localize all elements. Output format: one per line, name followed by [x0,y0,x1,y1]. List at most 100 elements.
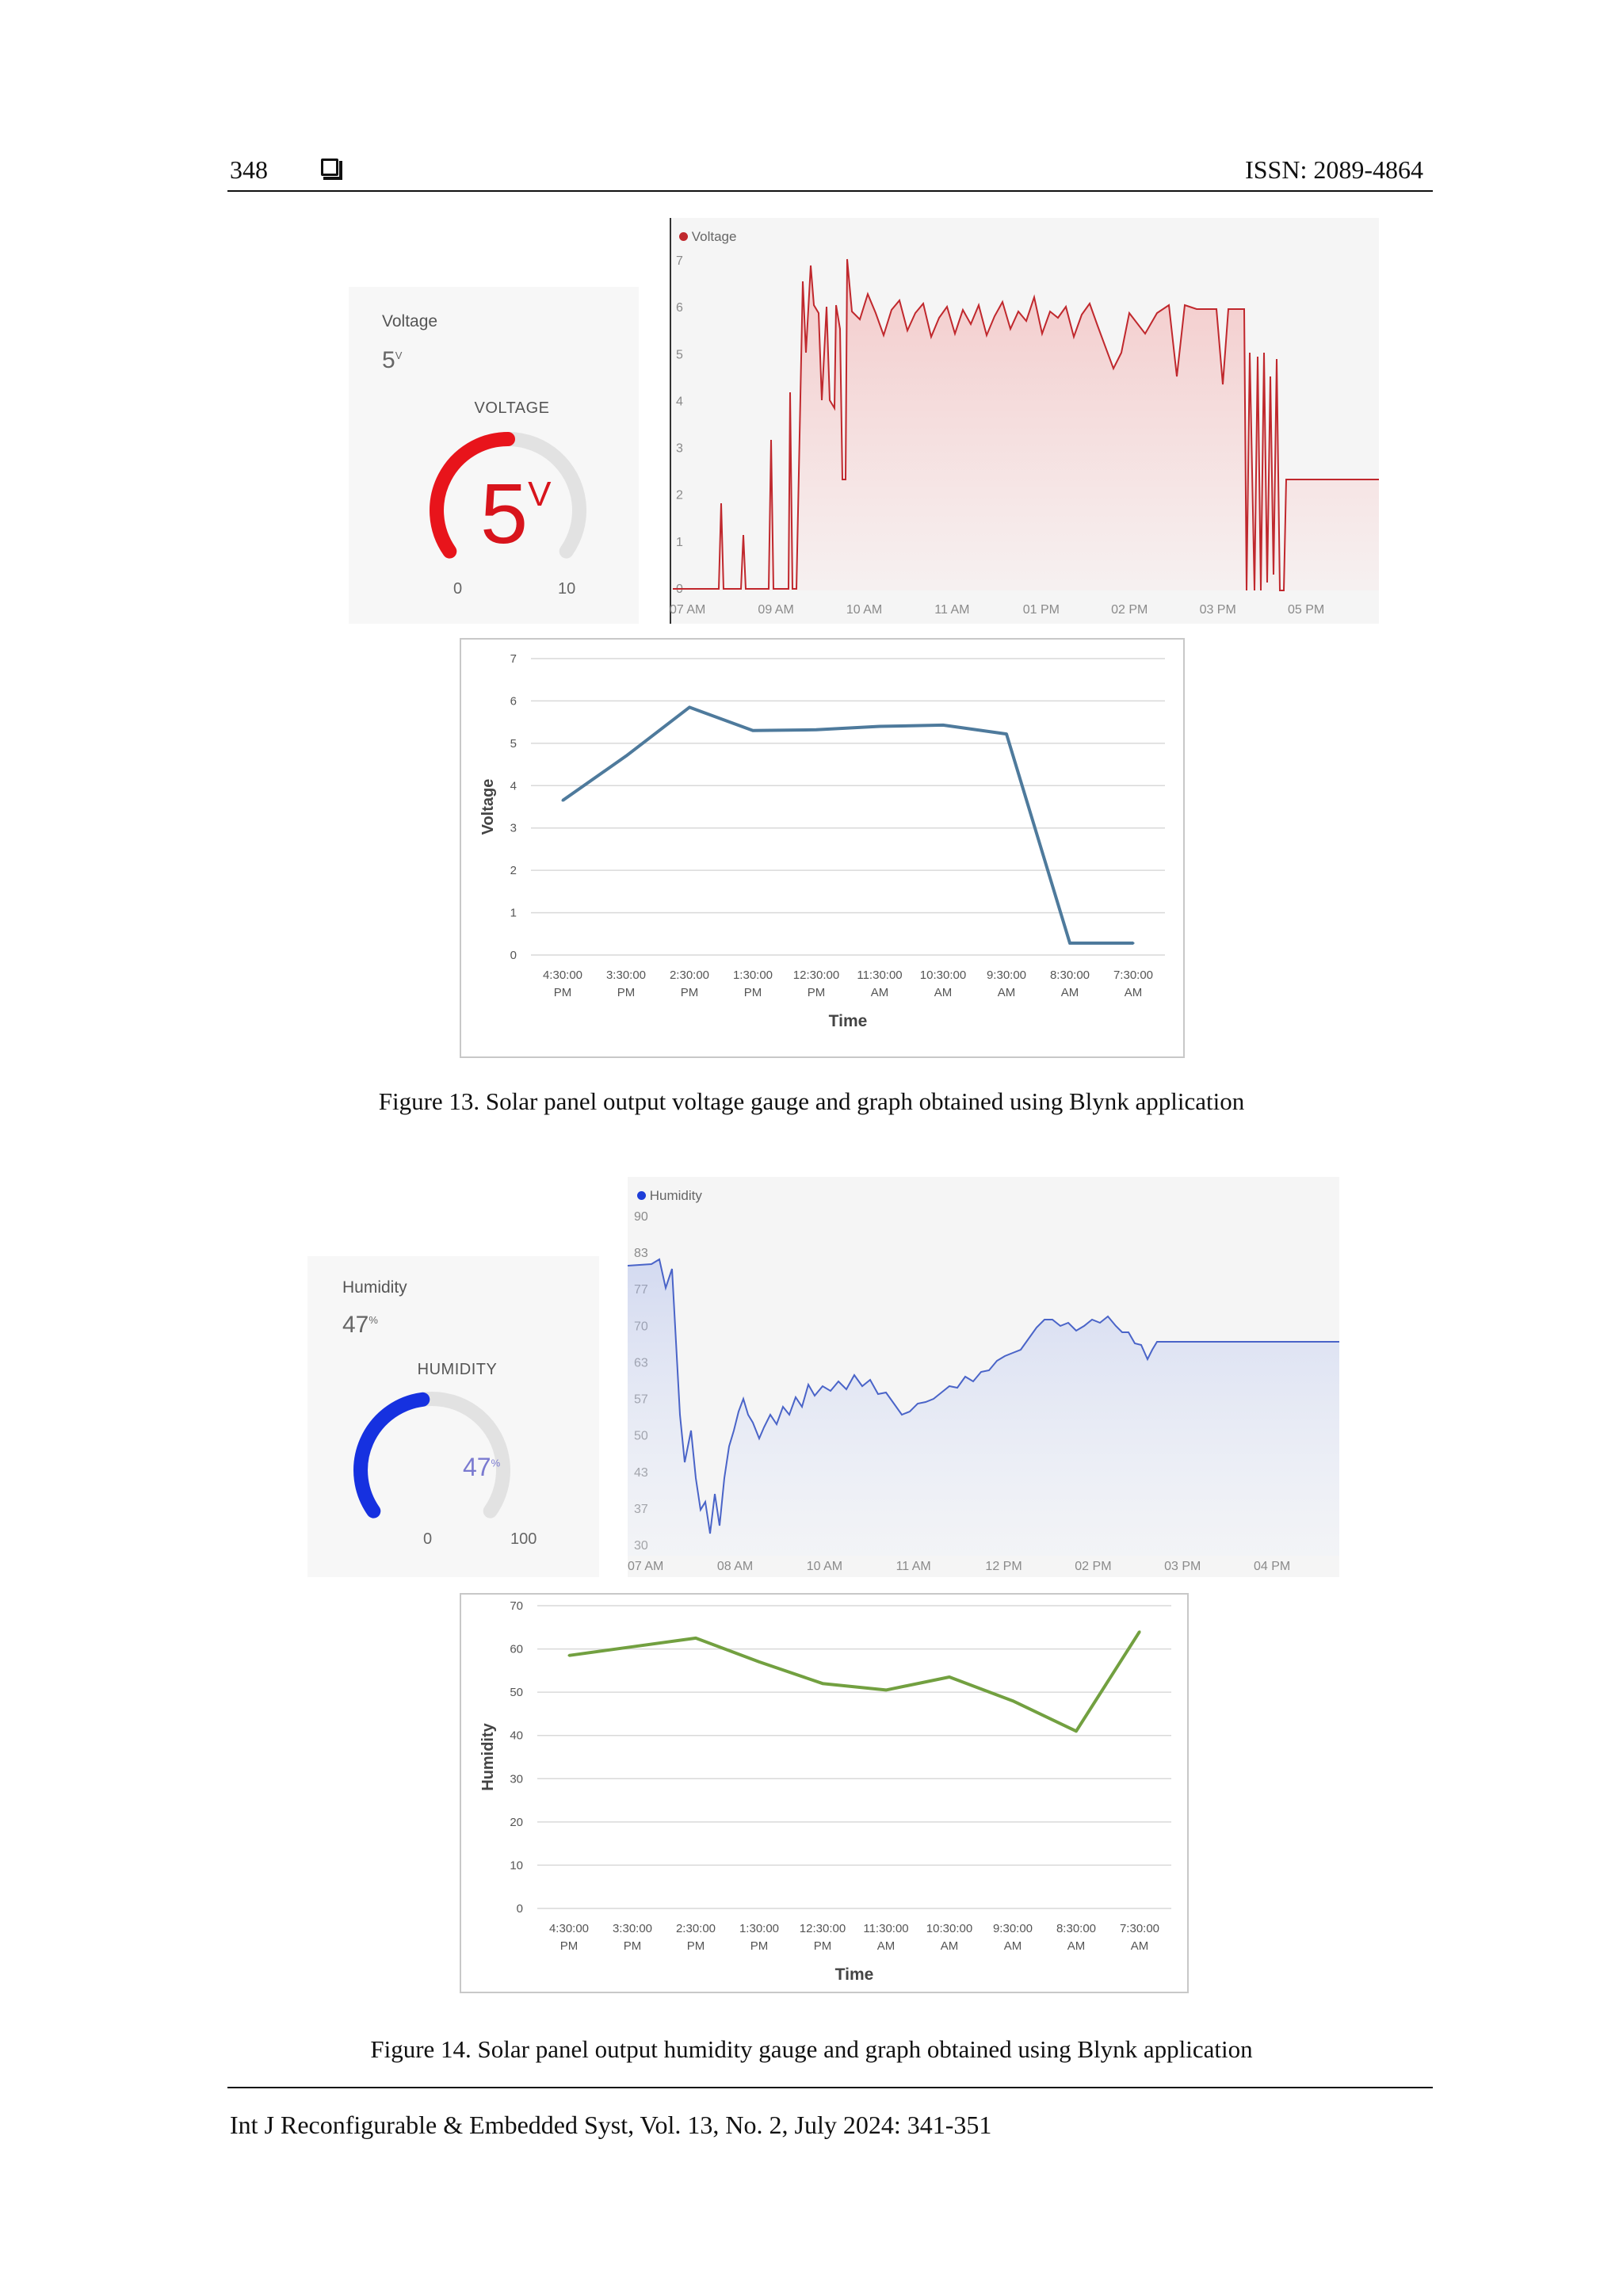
data-point [941,724,945,727]
x-tick-label: 12:30:00 [793,968,839,982]
figure14-caption: Figure 14. Solar panel output humidity g… [370,2035,1253,2063]
x-tick-label-suffix: PM [617,986,636,999]
legend-label: Voltage [691,229,737,244]
series-line [673,258,1379,591]
y-tick-label: 1 [510,907,517,920]
voltage-gauge-panel: Voltage 5V VOLTAGE 5V 0 10 [349,287,639,624]
x-tick-label-suffix: PM [560,1939,579,1953]
x-tick-label: 10:30:00 [920,968,966,982]
x-tick-label: 7:30:00 [1120,1922,1159,1935]
x-axis-title: Time [835,1966,874,1984]
gauge-small-value: 47% [342,1312,378,1339]
area-fill [628,1259,1339,1556]
y-tick-label: 90 [634,1210,648,1224]
gauge-small-number: 47 [342,1312,369,1338]
legend-label: Humidity [649,1188,702,1203]
y-tick-label: 3 [510,822,517,835]
x-tick-label: 10 AM [846,603,882,617]
x-tick-label-suffix: AM [998,986,1016,999]
x-tick-label-suffix: AM [877,1939,896,1953]
data-point [694,1637,697,1640]
x-tick-label-suffix: AM [934,986,953,999]
x-tick-label: 11 AM [934,603,969,617]
gauge-small-unit: V [395,350,403,361]
x-tick-label: 11:30:00 [863,1922,908,1935]
x-tick-label: 11 AM [896,1560,931,1573]
y-tick-label: 10 [510,1859,523,1872]
legend-dot-icon [679,232,688,241]
y-tick-label: 7 [510,652,517,666]
series-line [628,1258,1339,1534]
header-rule [227,190,1433,192]
x-tick-label: 7:30:00 [1113,968,1153,982]
gauge-fill [353,1392,430,1519]
x-tick-label: 03 PM [1164,1560,1201,1573]
x-tick-label: 07 AM [628,1560,663,1573]
data-point [624,755,628,758]
y-tick-label: 50 [510,1686,523,1699]
y-tick-label: 60 [510,1643,523,1656]
footer-citation: Int J Reconfigurable & Embedded Syst, Vo… [230,2111,992,2139]
x-tick-label: 1:30:00 [739,1922,779,1935]
area-fill [673,259,1379,590]
gauge-min: 0 [453,580,463,598]
data-point [884,1688,888,1691]
x-tick-label-suffix: AM [1061,986,1079,999]
voltage-line-plot: 0 1 2 3 4 5 6 7 4:30:00 PM 3:30:00 PM 2:30:00 PM 1:30:… [479,652,1165,1030]
x-tick-label: 8:30:00 [1050,968,1090,982]
x-tick-label: 4:30:00 [549,1922,589,1935]
gauge-big-unit: % [491,1457,501,1469]
x-tick-label: 11:30:00 [857,968,902,982]
x-tick-label: 3:30:00 [613,1922,652,1935]
gauge-big-number: 5 [480,465,529,561]
x-tick-label: 12 PM [985,1560,1022,1573]
y-tick-label: 5 [676,348,683,361]
data-point [948,1675,951,1679]
y-tick-label: 7 [676,254,683,268]
x-tick-label-suffix: AM [1131,1939,1149,1953]
data-point [1138,1630,1141,1633]
gauge-small-number: 5 [382,347,395,373]
x-tick-label-suffix: AM [1004,1939,1022,1953]
data-point [1132,942,1135,945]
y-tick-label: 2 [676,489,683,502]
x-tick-label: 05 PM [1288,603,1324,617]
y-axis-title: Humidity [479,1722,497,1790]
y-tick-label: 6 [676,301,683,315]
gauge-big-value: 47% [463,1454,500,1480]
y-tick-label: 40 [510,1729,523,1743]
humidity-line-plot: 0 10 20 30 40 50 60 70 4:30:00 PM 3:30:00 PM 2:30:00… [479,1599,1171,1984]
data-point [1068,942,1071,945]
x-tick-label: 02 PM [1111,603,1148,617]
gauge-small-unit: % [369,1314,378,1326]
x-tick-label: 08 AM [717,1560,753,1573]
x-tick-label: 8:30:00 [1056,1922,1096,1935]
legend-dot-icon [637,1191,646,1200]
x-tick-label: 4:30:00 [543,968,582,982]
y-tick-label: 2 [510,864,517,877]
x-tick-label-suffix: PM [808,986,826,999]
x-tick-label: 9:30:00 [993,1922,1033,1935]
y-tick-label: 30 [510,1772,523,1786]
x-tick-label-suffix: PM [814,1939,832,1953]
data-point [751,729,754,732]
x-tick-label-suffix: AM [941,1939,959,1953]
x-tick-label-suffix: AM [1125,986,1143,999]
series-line [568,1630,1141,1733]
x-tick-label-suffix: PM [624,1939,642,1953]
x-tick-label: 10 AM [807,1560,842,1573]
voltage-line-chart: 0 1 2 3 4 5 6 7 4:30:00 PM 3:30:00 PM 2:30:00 PM 1:30:… [460,638,1185,1058]
figure13-caption: Figure 13. Solar panel output voltage ga… [378,1087,1245,1115]
chart-axis-line [670,218,671,624]
chart-legend: Humidity [637,1188,702,1204]
x-tick-label-suffix: PM [681,986,699,999]
data-point [1075,1729,1078,1733]
x-tick-label: 10:30:00 [926,1922,972,1935]
data-point [631,1645,634,1648]
gauge-max: 100 [510,1530,537,1548]
y-tick-label: 3 [676,442,683,456]
y-tick-label: 83 [634,1247,648,1260]
data-point [815,728,818,732]
